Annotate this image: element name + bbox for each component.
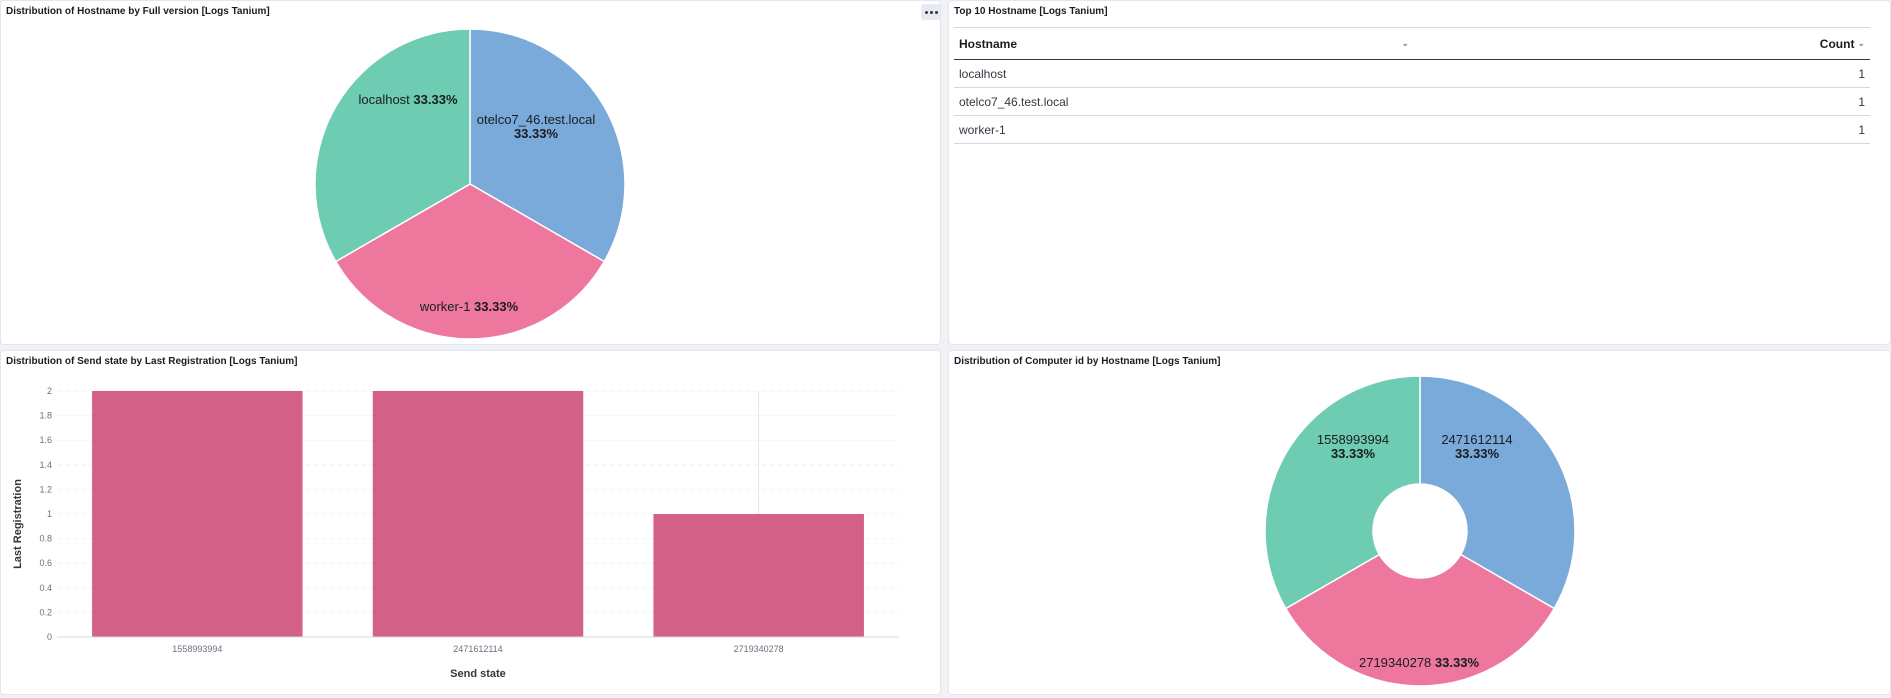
chevron-down-icon[interactable]: ⌄ [1857,38,1865,48]
panel-title: Distribution of Computer id by Hostname … [954,356,1221,367]
hostname-cell[interactable]: worker-1 [954,115,1414,144]
column-header-label: Count [1819,36,1855,51]
computer-id-donut-panel: Distribution of Computer id by Hostname … [948,350,1891,695]
pie-slice[interactable] [1419,375,1576,610]
column-header-label: Hostname [959,36,1018,51]
y-tick-label: 1.4 [39,460,52,470]
send-state-bar-panel: Distribution of Send state by Last Regis… [0,350,941,695]
hostname-cell[interactable]: otelco7_46.test.local [954,87,1414,116]
hostname-table: Hostname ⌄ Count ⌄ localhost 1 otelco7_4… [954,27,1870,144]
slice-label: 2719340278 33.33% [1359,655,1479,670]
y-tick-label: 1 [47,509,52,519]
pie-slice[interactable] [1264,375,1421,610]
y-tick-label: 1.8 [39,411,52,421]
x-tick-label: 2719340278 [734,644,784,654]
panel-options-icon[interactable] [921,4,940,20]
chevron-down-icon[interactable]: ⌄ [1401,38,1409,48]
table-row: otelco7_46.test.local 1 [954,87,1870,116]
slice-label: localhost 33.33% [358,92,457,107]
table-row: localhost 1 [954,59,1870,88]
count-cell: 1 [1414,115,1870,144]
pie-slice[interactable] [314,28,471,263]
x-tick-label: 1558993994 [172,644,222,654]
send-state-bar-chart: 0 0.2 0.4 0.6 0.8 1 1.2 1.4 1.6 1.8 2 1558993994 247… [12,386,899,680]
y-tick-label: 2 [47,386,52,396]
x-tick-label: 2471612114 [453,644,502,654]
pie-slice[interactable] [1284,553,1556,687]
column-header-hostname[interactable]: Hostname ⌄ [954,27,1414,60]
y-axis-title: Last Registration [12,479,24,569]
y-tick-label: 0 [47,632,52,642]
y-tick-label: 0.4 [39,583,52,593]
y-tick-label: 1.6 [39,435,52,445]
hostname-cell[interactable]: localhost [954,59,1414,88]
slice-label: 2471612114 33.33% [1441,432,1512,461]
slice-label: worker-1 33.33% [419,299,519,314]
panel-title: Distribution of Send state by Last Regis… [6,356,298,367]
table-row: worker-1 1 [954,115,1870,144]
hostname-pie-chart: otelco7_46.test.local 33.33% worker-1 33.3… [314,28,626,340]
count-cell: 1 [1414,59,1870,88]
table-header-row: Hostname ⌄ Count ⌄ [954,27,1870,60]
bar[interactable] [372,391,584,637]
y-tick-label: 0.2 [39,607,52,617]
bar[interactable] [92,391,303,637]
count-cell: 1 [1414,87,1870,116]
column-header-count[interactable]: Count ⌄ [1414,27,1870,60]
hostname-pie-panel: Distribution of Hostname by Full version… [0,0,941,345]
x-axis-title: Send state [450,668,506,680]
bar[interactable] [653,514,864,637]
y-tick-label: 0.8 [39,534,52,544]
y-tick-label: 0.6 [39,558,52,568]
pie-slice[interactable] [469,28,626,263]
slice-label: otelco7_46.test.local 33.33% [477,112,596,141]
panel-title: Distribution of Hostname by Full version… [6,6,270,17]
panel-title: Top 10 Hostname [Logs Tanium] [954,6,1108,17]
slice-label: 1558993994 33.33% [1317,432,1389,461]
y-tick-label: 1.2 [39,484,52,494]
computer-id-donut-chart: 2471612114 33.33% 2719340278 33.33% 1558993… [1264,375,1576,687]
